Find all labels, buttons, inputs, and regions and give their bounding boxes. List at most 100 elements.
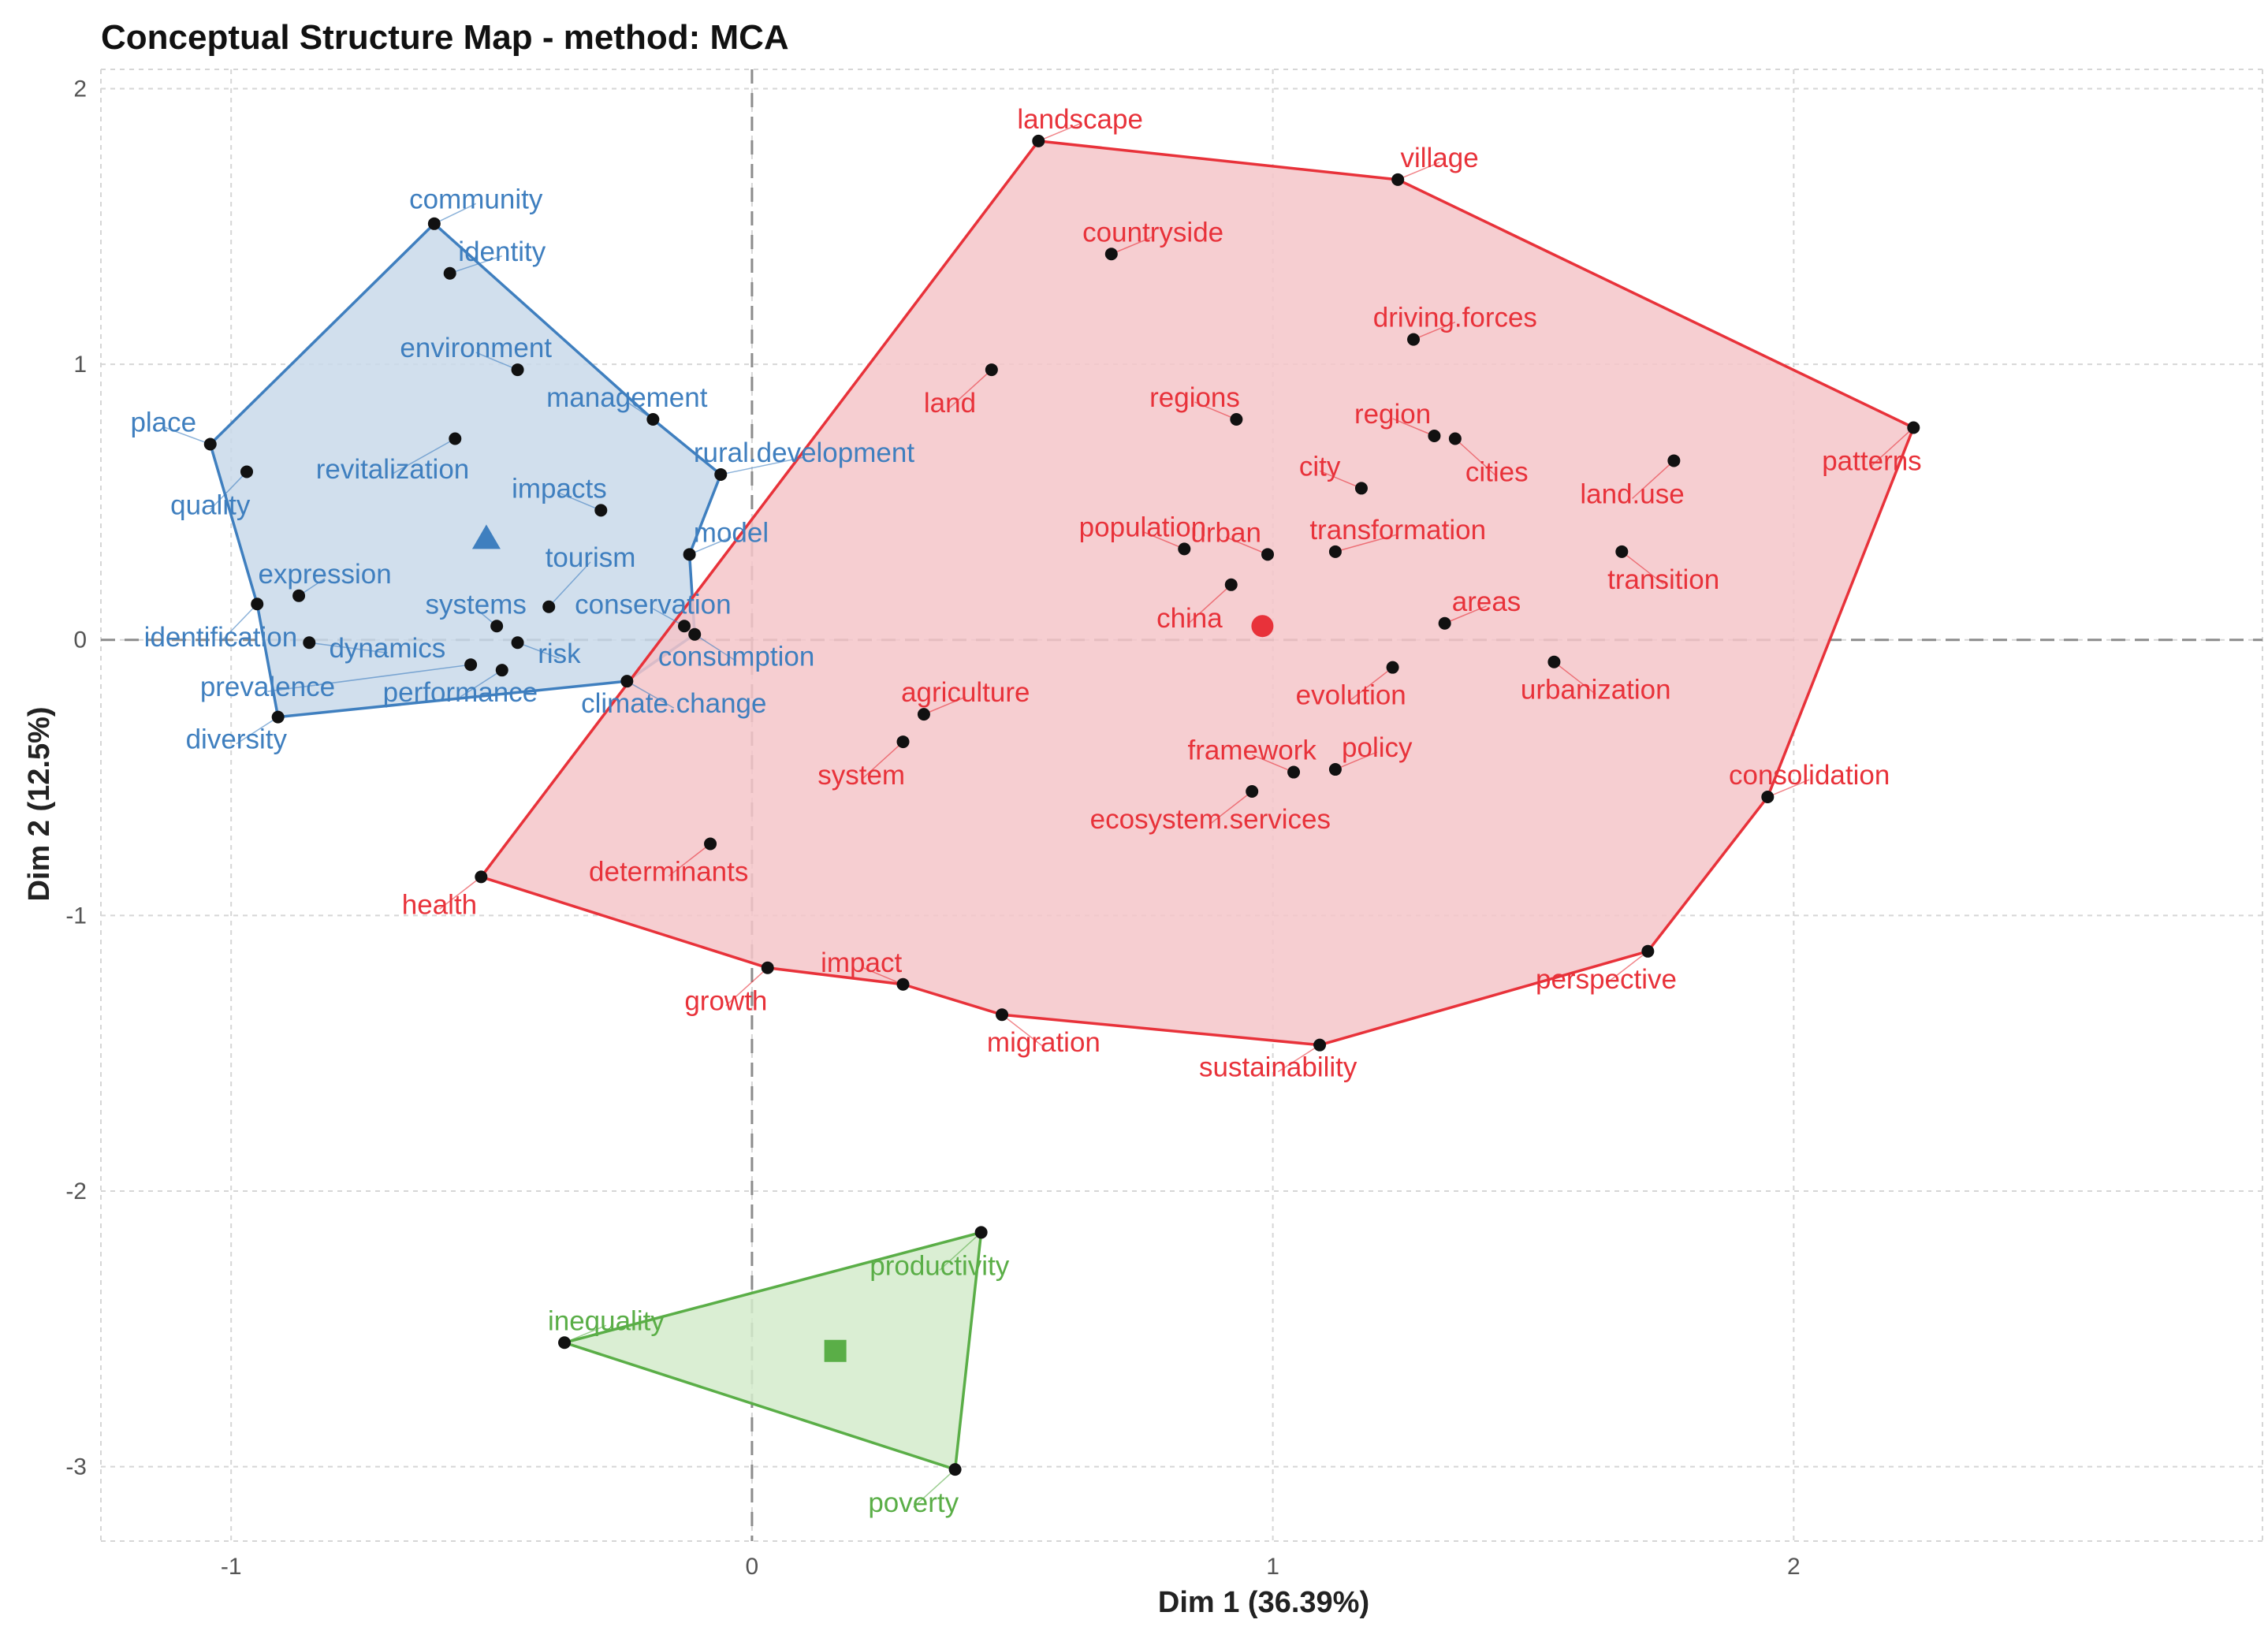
label-land-use: land.use — [1580, 478, 1684, 509]
label-connector-transition — [1621, 551, 1664, 585]
label-ecosystem-services: ecosystem.services — [1090, 804, 1331, 835]
label-impacts: impacts — [512, 473, 607, 504]
point-transformation — [1328, 545, 1342, 558]
point-system — [896, 735, 910, 749]
label-connector-consolidation — [1767, 779, 1810, 798]
point-village — [1391, 173, 1405, 186]
label-perspective: perspective — [1536, 964, 1677, 995]
label-management: management — [546, 382, 708, 413]
point-community — [427, 217, 441, 230]
label-performance: performance — [383, 677, 538, 708]
label-connector-poverty — [913, 1469, 956, 1508]
point-expression — [292, 589, 306, 602]
point-areas — [1438, 616, 1451, 630]
point-ecosystem-services — [1246, 785, 1259, 799]
point-poverty — [948, 1463, 962, 1476]
label-connector-productivity — [939, 1231, 982, 1271]
point-policy — [1328, 763, 1342, 776]
label-environment: environment — [400, 333, 552, 363]
label-impact: impact — [821, 948, 902, 978]
label-connector-identity — [449, 255, 502, 274]
point-evolution — [1386, 661, 1399, 674]
label-connector-impact — [861, 966, 903, 985]
label-connector-evolution — [1350, 667, 1394, 701]
label-connector-identification — [220, 603, 258, 642]
point-consolidation — [1761, 791, 1775, 804]
label-connector-population — [1142, 531, 1185, 550]
point-prevalence — [464, 658, 478, 672]
point-model — [683, 548, 696, 561]
label-transformation: transformation — [1309, 515, 1486, 545]
label-connector-determinants — [668, 843, 711, 877]
label-connector-migration — [1001, 1014, 1045, 1048]
label-regions: regions — [1149, 382, 1240, 413]
cluster-hulls — [209, 140, 1916, 1471]
label-region: region — [1354, 399, 1431, 430]
label-connector-areas — [1444, 605, 1487, 624]
label-connector-region — [1392, 418, 1435, 437]
point-risk — [511, 636, 524, 650]
label-connector-model — [689, 536, 732, 556]
point-tourism — [542, 600, 556, 613]
label-sustainability: sustainability — [1199, 1052, 1357, 1083]
word-labels: community identity environment management pl… — [130, 104, 1921, 1518]
label-connector-consumption — [694, 634, 737, 662]
cluster-2-centroid — [1251, 615, 1274, 638]
label-health: health — [402, 889, 477, 920]
y-tick-label: 1 — [73, 352, 87, 378]
point-systems — [490, 620, 504, 633]
cluster-centroids — [471, 524, 1274, 1362]
label-agriculture: agriculture — [901, 677, 1030, 708]
point-environment — [511, 363, 524, 377]
label-poverty: poverty — [868, 1487, 959, 1518]
label-identity: identity — [458, 236, 546, 267]
label-connector-risk — [517, 642, 560, 659]
label-migration: migration — [987, 1027, 1100, 1058]
point-impact — [896, 977, 910, 991]
point-productivity — [974, 1226, 988, 1239]
label-identification: identification — [144, 622, 298, 653]
label-expression: expression — [258, 559, 391, 590]
point-conservation — [678, 620, 691, 633]
label-china: china — [1156, 603, 1223, 634]
label-connector-city — [1319, 470, 1362, 490]
label-connector-land-use — [1632, 460, 1674, 499]
label-system: system — [817, 760, 905, 791]
label-connector-inequality — [564, 1324, 607, 1343]
tick-labels: -1 0 1 2 -3 -2 -1 0 1 2 — [65, 76, 1800, 1580]
y-axis-title: Dim 2 (12.5%) — [23, 706, 56, 901]
label-connector-driving-forces — [1413, 321, 1456, 341]
point-cities — [1448, 432, 1462, 445]
label-connector-performance — [460, 669, 503, 698]
point-landscape — [1032, 134, 1045, 147]
label-transition: transition — [1607, 564, 1719, 595]
label-framework: framework — [1188, 735, 1317, 766]
point-transition — [1615, 545, 1629, 558]
point-growth — [761, 961, 774, 974]
point-determinants — [704, 837, 717, 851]
label-determinants: determinants — [589, 856, 748, 887]
point-land-use — [1667, 454, 1681, 467]
y-tick-label: 2 — [73, 76, 87, 102]
label-place: place — [130, 408, 196, 438]
label-connector-cities — [1454, 437, 1498, 478]
label-tourism: tourism — [546, 542, 636, 573]
label-connector-system — [861, 741, 904, 780]
label-inequality: inequality — [548, 1305, 665, 1336]
label-growth: growth — [684, 986, 767, 1017]
label-connector-diversity — [236, 716, 279, 745]
point-quality — [240, 465, 254, 478]
point-inequality — [558, 1336, 572, 1350]
point-rural-development — [714, 467, 728, 481]
point-land — [985, 363, 998, 377]
x-tick-label: -1 — [221, 1554, 242, 1580]
label-population: population — [1079, 512, 1207, 542]
point-place — [203, 437, 217, 451]
label-evolution: evolution — [1296, 680, 1406, 711]
point-identity — [443, 266, 456, 280]
label-risk: risk — [538, 639, 581, 669]
point-health — [475, 870, 488, 884]
label-cities: cities — [1465, 456, 1529, 487]
